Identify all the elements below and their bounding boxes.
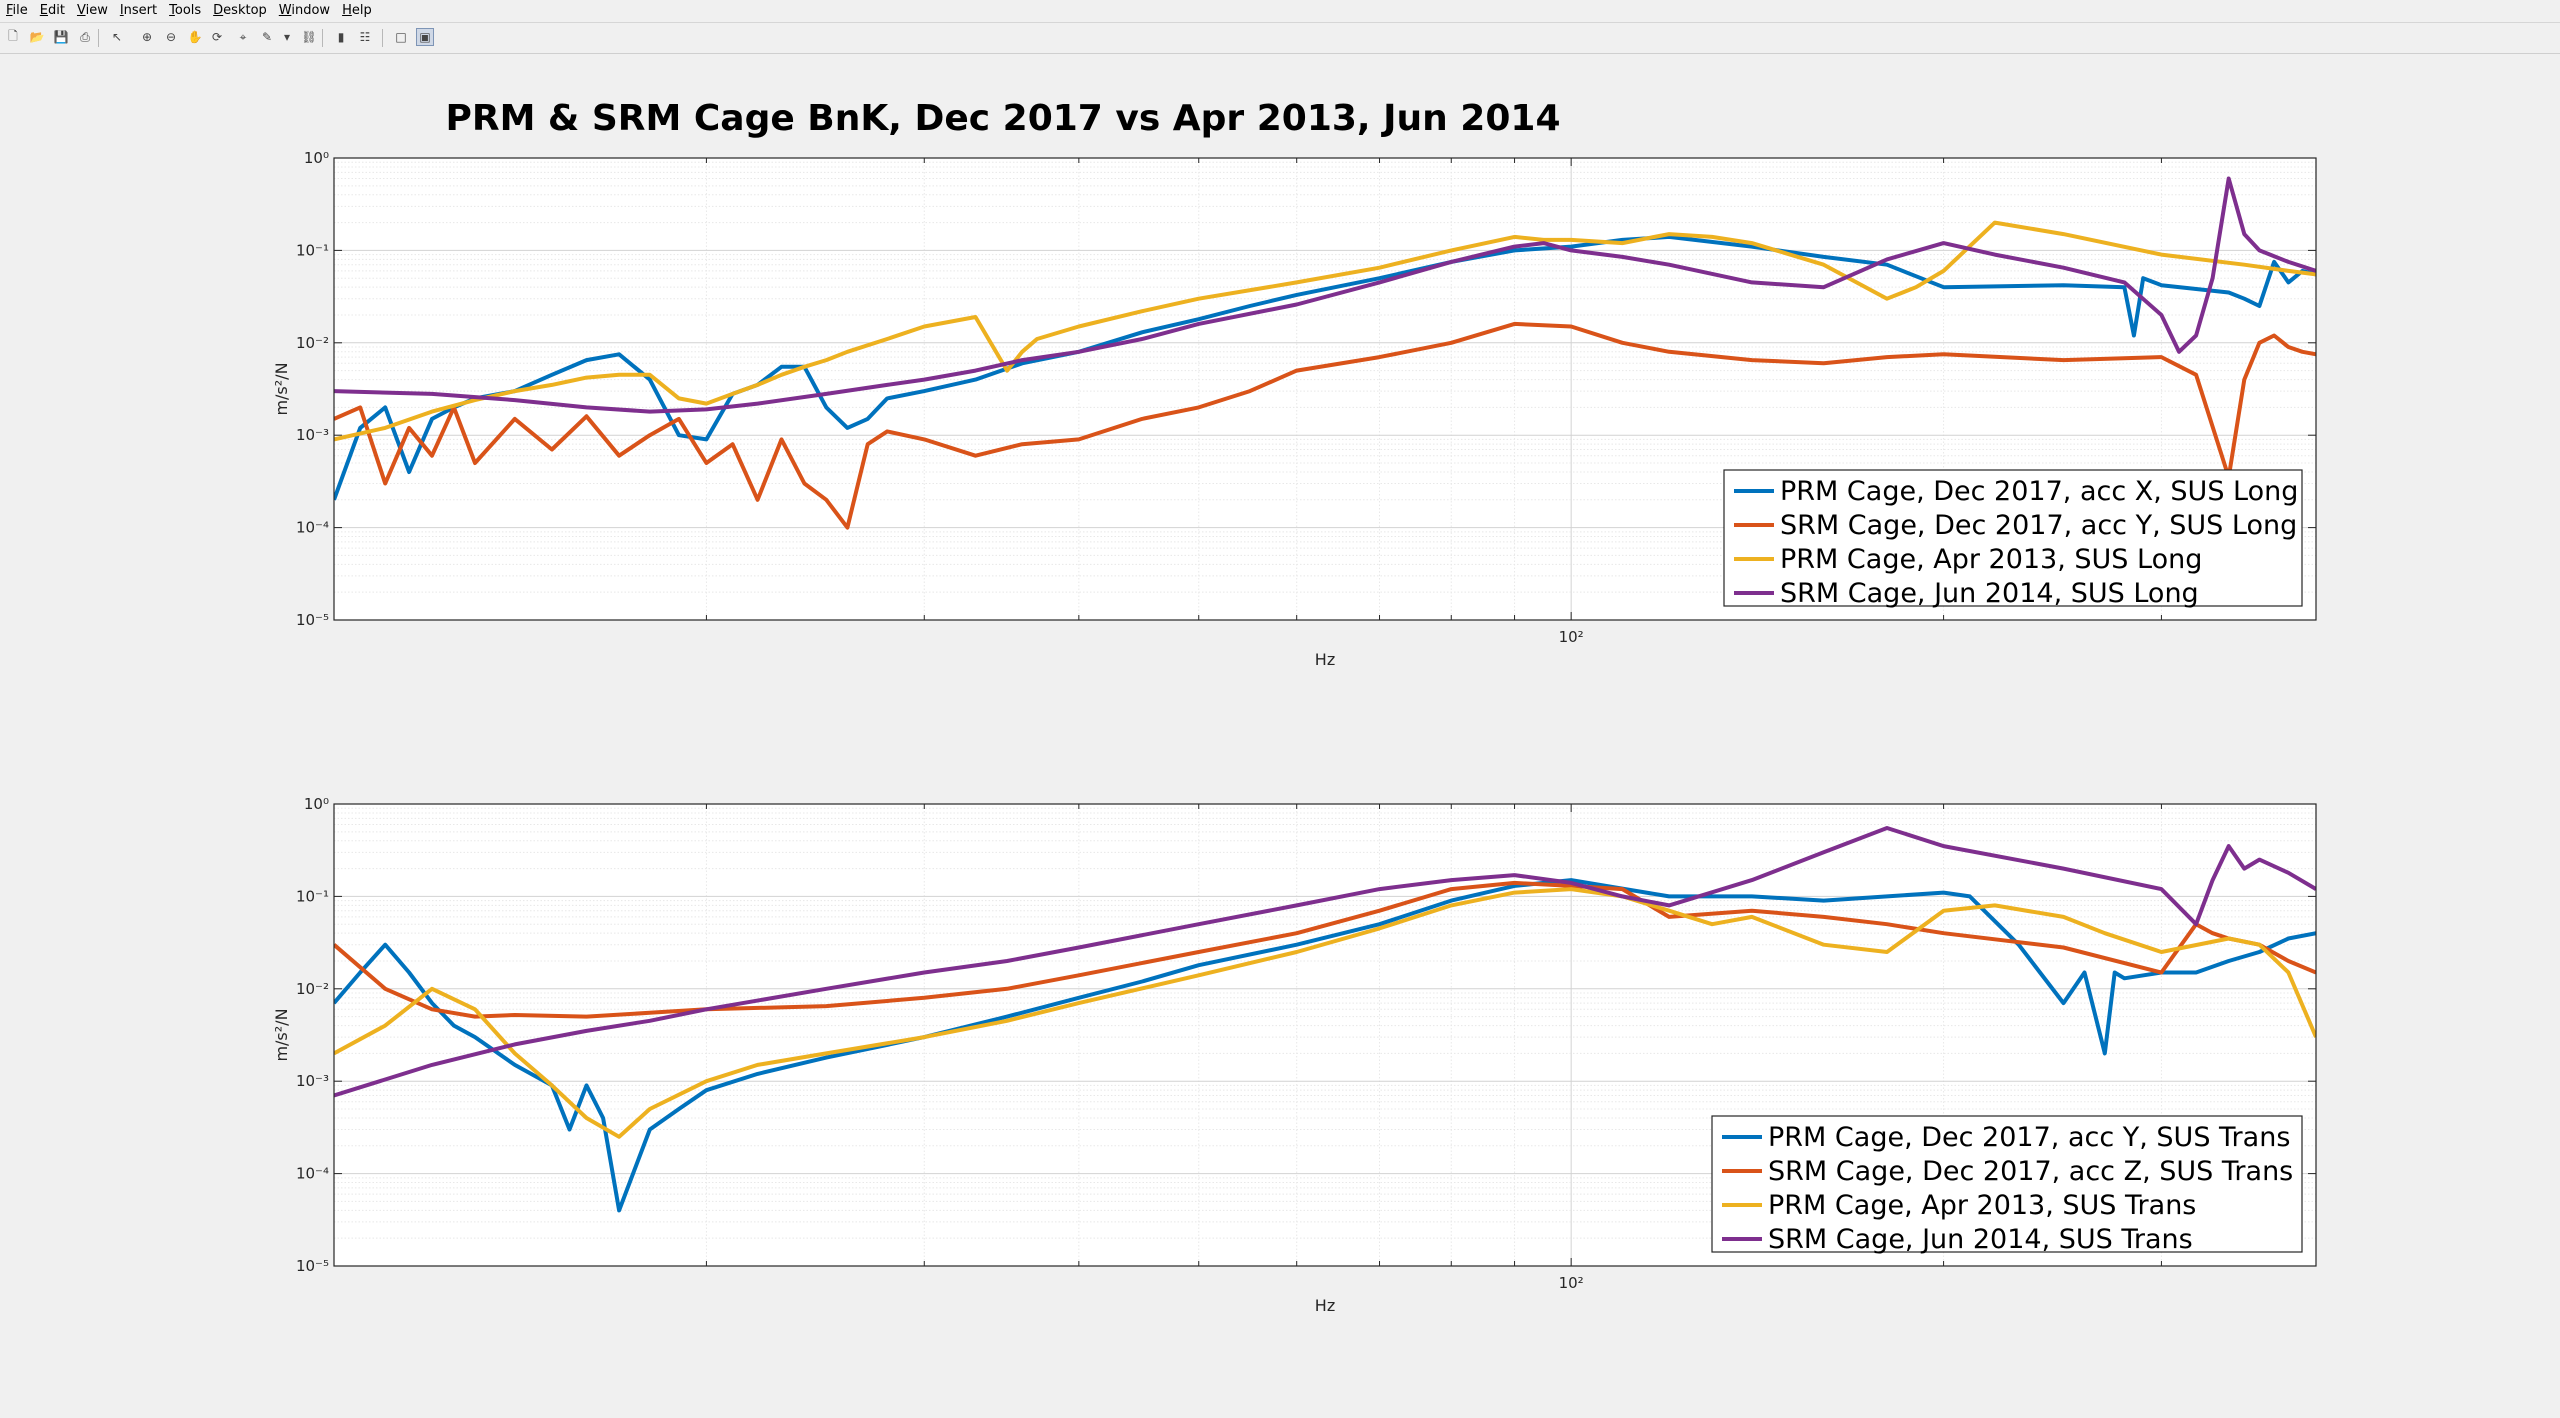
- axes-box: [333, 157, 2317, 621]
- legend-entry: PRM Cage, Dec 2017, acc X, SUS Long: [1780, 476, 2298, 507]
- menu-view[interactable]: View: [76, 3, 108, 18]
- legend-entry: PRM Cage, Dec 2017, acc Y, SUS Trans: [1768, 1122, 2290, 1153]
- legend-entry: SRM Cage, Dec 2017, acc Z, SUS Trans: [1768, 1156, 2293, 1187]
- series-lines: [334, 176, 2316, 530]
- menu-insert[interactable]: Insert: [119, 3, 158, 18]
- series-line-4: [334, 826, 2316, 1098]
- y-tick-label: 10⁰: [304, 795, 329, 813]
- y-tick-label: 10⁻³: [296, 1072, 329, 1090]
- legend[interactable]: PRM Cage, Dec 2017, acc Y, SUS TransSRM …: [1711, 1115, 2303, 1255]
- y-axis-label: m/s²/N: [272, 1008, 291, 1061]
- axes-top[interactable]: 10⁰ 10⁻¹ 10⁻² 10⁻³ 10⁻⁴ 10⁻⁵ 10² Hz m/s²/N PRM Ca…: [272, 149, 2317, 669]
- y-tick-label: 10⁻¹: [296, 887, 329, 905]
- hide-plot-tools-icon[interactable]: □: [395, 30, 407, 44]
- series-line-1: [334, 878, 2316, 1213]
- menu-desktop[interactable]: Desktop: [213, 3, 267, 18]
- data-cursor-icon[interactable]: ⌖: [239, 29, 247, 44]
- y-axis-label: m/s²/N: [272, 362, 291, 415]
- axes-box: [333, 803, 2317, 1267]
- y-tick-labels: 10⁰ 10⁻¹ 10⁻² 10⁻³ 10⁻⁴ 10⁻⁵: [296, 795, 329, 1275]
- series-lines: [334, 826, 2316, 1213]
- legend-entry: SRM Cage, Jun 2014, SUS Trans: [1768, 1224, 2193, 1255]
- series-line-4: [334, 176, 2316, 414]
- y-tick-label: 10⁻²: [296, 334, 329, 352]
- show-plot-tools-icon[interactable]: ▣: [416, 28, 434, 46]
- y-tick-label: 10⁻¹: [296, 241, 329, 259]
- menu-file[interactable]: File: [6, 3, 28, 18]
- legend-entry: PRM Cage, Apr 2013, SUS Trans: [1768, 1190, 2196, 1221]
- colorbar-icon[interactable]: ▮: [337, 30, 345, 44]
- legend-entry: PRM Cage, Apr 2013, SUS Long: [1780, 544, 2202, 575]
- toolbar-separator: [322, 29, 323, 47]
- y-tick-label: 10⁻²: [296, 980, 329, 998]
- zoom-in-icon[interactable]: ⊕: [141, 30, 153, 44]
- legend-box: [1711, 1115, 2303, 1253]
- save-icon[interactable]: 💾: [53, 30, 69, 44]
- toolbar-separator: [382, 29, 383, 47]
- series-line-3: [334, 887, 2316, 1139]
- toolbar-separator: [98, 29, 99, 47]
- y-tick-labels: 10⁰ 10⁻¹ 10⁻² 10⁻³ 10⁻⁴ 10⁻⁵: [296, 149, 329, 629]
- zoom-out-icon[interactable]: ⊖: [165, 30, 177, 44]
- x-axis-label: Hz: [1315, 1296, 1335, 1315]
- series-line-2: [334, 321, 2316, 530]
- y-tick-label: 10⁻⁵: [296, 1257, 329, 1275]
- figure-canvas: PRM & SRM Cage BnK, Dec 2017 vs Apr 2013…: [272, 98, 2317, 1315]
- menu-tools[interactable]: Tools: [169, 3, 202, 18]
- menu-bar: File Edit View Insert Tools Desktop Wind…: [0, 0, 2560, 23]
- rotate-3d-icon[interactable]: ⟳: [211, 30, 223, 44]
- series-line-1: [334, 234, 2316, 501]
- figure-toolbar: 🗋 📂 💾 ⎙ ↖ ⊕ ⊖ ✋ ⟳ ⌖ ✎ ▾ ⛓ ▮ ☷ □ ▣: [0, 23, 2560, 54]
- y-tick-label: 10⁻⁴: [296, 1165, 329, 1183]
- legend-entry: SRM Cage, Dec 2017, acc Y, SUS Long: [1780, 510, 2297, 541]
- y-tick-label: 10⁻³: [296, 426, 329, 444]
- x-tick-label: 10²: [1559, 628, 1584, 646]
- y-tick-label: 10⁻⁵: [296, 611, 329, 629]
- series-line-2: [334, 880, 2316, 1019]
- menu-edit[interactable]: Edit: [39, 3, 65, 18]
- figure-title: PRM & SRM Cage BnK, Dec 2017 vs Apr 2013…: [445, 98, 1560, 139]
- brush-menu-icon[interactable]: ▾: [283, 30, 291, 44]
- legend-entry: SRM Cage, Jun 2014, SUS Long: [1780, 578, 2199, 609]
- print-icon[interactable]: ⎙: [80, 29, 90, 44]
- x-axis-label: Hz: [1315, 650, 1335, 669]
- pan-icon[interactable]: ✋: [187, 30, 203, 44]
- series-line-3: [334, 220, 2316, 442]
- menu-window[interactable]: Window: [278, 3, 331, 18]
- y-tick-label: 10⁻⁴: [296, 519, 329, 537]
- y-tick-label: 10⁰: [304, 149, 329, 167]
- menu-help[interactable]: Help: [342, 3, 372, 18]
- new-figure-icon[interactable]: 🗋: [8, 28, 18, 43]
- legend-icon[interactable]: ☷: [359, 30, 371, 44]
- brush-icon[interactable]: ✎: [261, 30, 273, 44]
- link-plot-icon[interactable]: ⛓: [301, 30, 317, 44]
- open-file-icon[interactable]: 📂: [29, 30, 45, 44]
- legend-box: [1723, 469, 2303, 607]
- select-arrow-icon[interactable]: ↖: [111, 30, 123, 44]
- axes-bottom[interactable]: 10⁰ 10⁻¹ 10⁻² 10⁻³ 10⁻⁴ 10⁻⁵ 10² Hz m/s²/N PRM Ca…: [272, 795, 2317, 1315]
- x-tick-label: 10²: [1559, 1274, 1584, 1292]
